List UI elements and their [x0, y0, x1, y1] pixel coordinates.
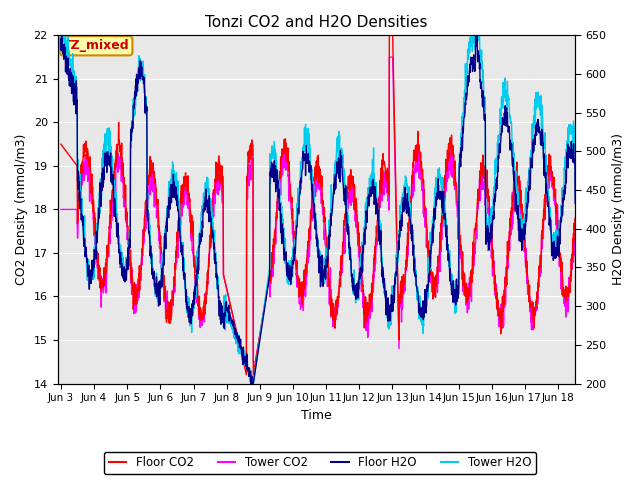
X-axis label: Time: Time: [301, 409, 332, 422]
Y-axis label: CO2 Density (mmol/m3): CO2 Density (mmol/m3): [15, 134, 28, 285]
Legend: Floor CO2, Tower CO2, Floor H2O, Tower H2O: Floor CO2, Tower CO2, Floor H2O, Tower H…: [104, 452, 536, 474]
Text: TZ_mixed: TZ_mixed: [63, 39, 129, 52]
Y-axis label: H2O Density (mmol/m3): H2O Density (mmol/m3): [612, 133, 625, 286]
Title: Tonzi CO2 and H2O Densities: Tonzi CO2 and H2O Densities: [205, 15, 428, 30]
